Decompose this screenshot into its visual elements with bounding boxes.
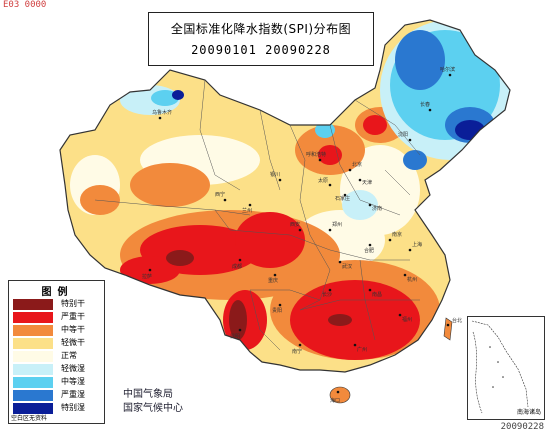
legend-item-moderate-wet: 中等湿: [13, 376, 101, 388]
legend-swatch: [13, 338, 53, 349]
south-china-sea-inset: 南海诸岛: [467, 316, 545, 420]
issuer-line: 中国气象局: [123, 389, 173, 400]
legend-title: 图例: [41, 287, 74, 298]
legend-label: 轻微湿: [61, 364, 85, 373]
legend-item-severe-wet: 严重湿: [13, 389, 101, 401]
legend-item-normal: 正常: [13, 350, 101, 362]
legend-label: 特别干: [61, 299, 85, 308]
issuer: 中国气象局 国家气候中心: [123, 388, 183, 416]
inset-map: [471, 320, 529, 414]
inset-label: 南海诸岛: [516, 409, 541, 416]
map-code-label: E03 0000: [3, 0, 47, 10]
legend-swatch: [13, 299, 53, 310]
legend-label: 严重干: [61, 312, 85, 321]
legend-swatch: [13, 325, 53, 336]
legend: 图例 特别干 严重干 中等干 轻微干 正常 轻微湿 中等湿 严重湿 特别湿 空白…: [8, 280, 105, 424]
legend-swatch: [13, 364, 53, 375]
legend-item-severe-dry: 严重干: [13, 311, 101, 323]
issuer-line: 国家气候中心: [123, 403, 183, 414]
map-title: 全国标准化降水指数(SPI)分布图: [170, 22, 352, 36]
legend-swatch: [13, 377, 53, 388]
legend-item-extreme-dry: 特别干: [13, 298, 101, 310]
legend-label: 轻微干: [61, 338, 85, 347]
legend-swatch: [13, 390, 53, 401]
legend-swatch: [13, 351, 53, 362]
legend-item-slight-dry: 轻微干: [13, 337, 101, 349]
legend-swatch: [13, 403, 53, 414]
legend-label: 中等干: [61, 325, 85, 334]
legend-label: 正常: [61, 351, 77, 360]
legend-note: 空白区无资料: [11, 415, 48, 422]
legend-item-extreme-wet: 特别湿: [13, 402, 101, 414]
map-title-box: 全国标准化降水指数(SPI)分布图 20090101 20090228: [148, 12, 374, 66]
legend-label: 特别湿: [61, 403, 85, 412]
legend-swatch: [13, 312, 53, 323]
legend-item-moderate-dry: 中等干: [13, 324, 101, 336]
date-stamp: 20090228: [500, 422, 544, 432]
legend-label: 严重湿: [61, 390, 85, 399]
legend-item-slight-wet: 轻微湿: [13, 363, 101, 375]
legend-label: 中等湿: [61, 377, 85, 386]
date-range: 20090101 20090228: [191, 43, 331, 57]
